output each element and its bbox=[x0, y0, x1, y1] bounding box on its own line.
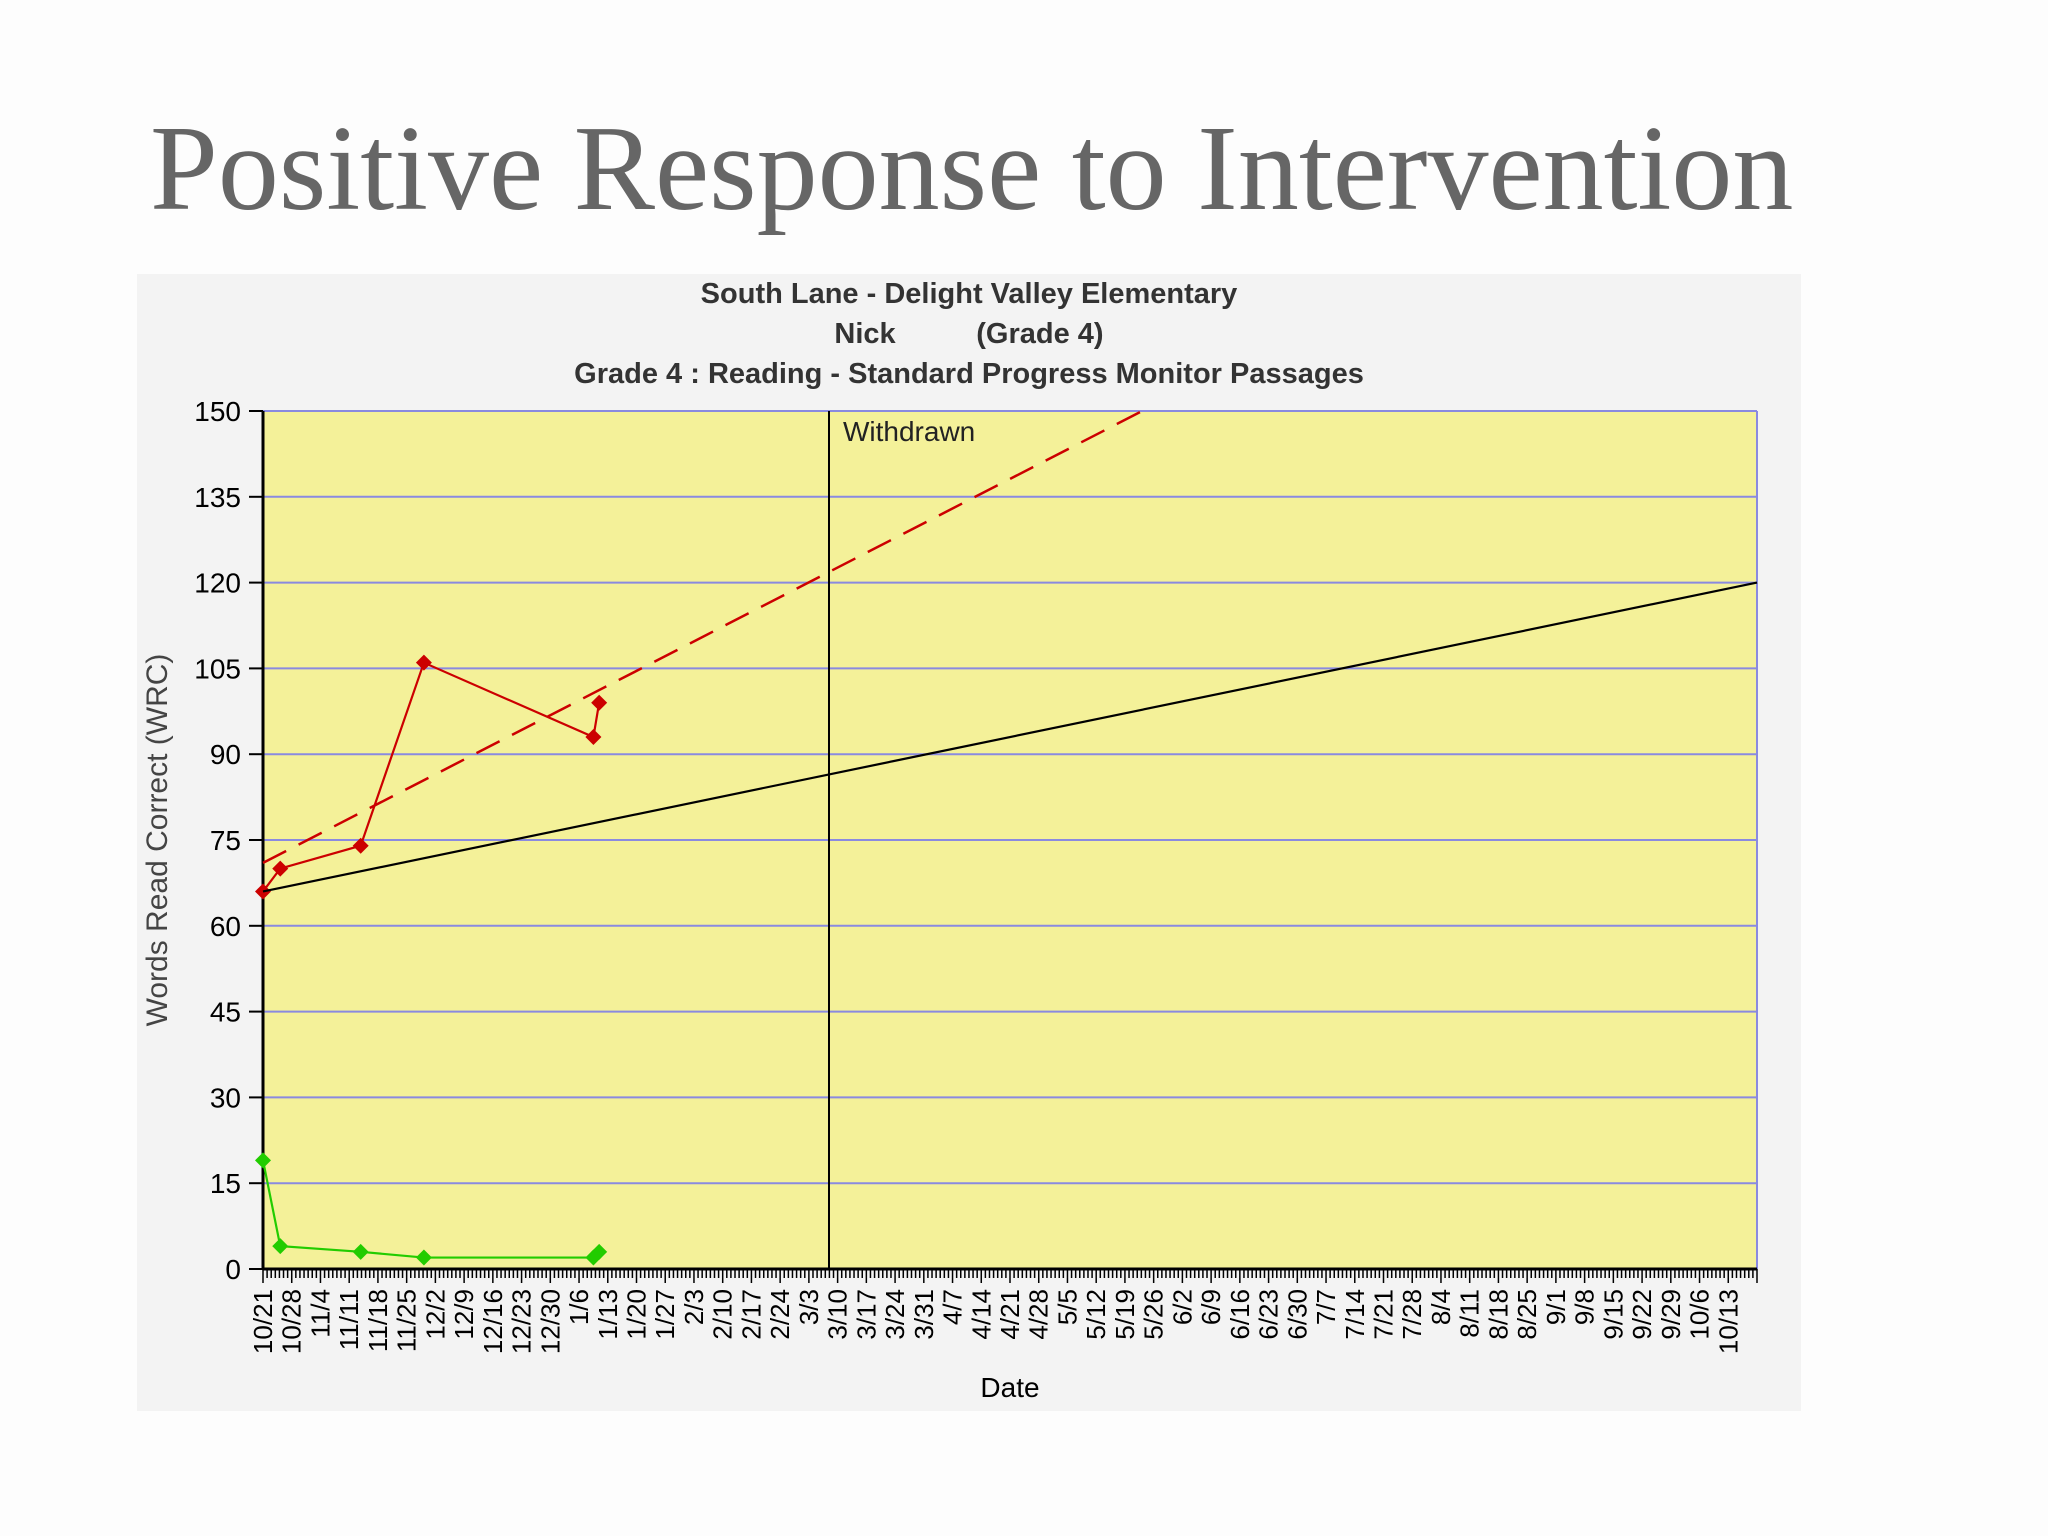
y-tick-label: 75 bbox=[210, 825, 241, 856]
slide-title: Positive Response to Intervention bbox=[150, 101, 1794, 236]
x-tick-label: 7/21 bbox=[1369, 1289, 1399, 1340]
x-tick-label: 3/17 bbox=[851, 1289, 881, 1340]
x-axis-title: Date bbox=[980, 1372, 1039, 1403]
x-tick-label: 5/19 bbox=[1110, 1289, 1140, 1340]
x-tick-label: 10/6 bbox=[1685, 1289, 1715, 1340]
x-tick-label: 7/14 bbox=[1340, 1289, 1370, 1340]
y-tick-label: 90 bbox=[210, 739, 241, 770]
chart-title-block: South Lane - Delight Valley Elementary N… bbox=[137, 274, 1801, 394]
x-tick-label: 2/3 bbox=[679, 1289, 709, 1325]
x-tick-label: 4/21 bbox=[995, 1289, 1025, 1340]
data-point-marker bbox=[352, 1243, 369, 1260]
x-tick-label: 2/10 bbox=[708, 1289, 738, 1340]
y-tick-label: 105 bbox=[194, 653, 241, 684]
y-tick-label: 150 bbox=[194, 396, 241, 427]
aimline-dashed bbox=[262, 409, 1143, 864]
x-tick-label: 4/28 bbox=[1024, 1289, 1054, 1340]
x-tick-label: 10/28 bbox=[277, 1289, 307, 1354]
x-tick-label: 4/7 bbox=[938, 1289, 968, 1325]
data-point-marker bbox=[415, 654, 432, 671]
x-tick-label: 12/2 bbox=[420, 1289, 450, 1340]
x-tick-label: 6/16 bbox=[1225, 1289, 1255, 1340]
x-tick-label: 3/10 bbox=[823, 1289, 853, 1340]
x-tick-label: 8/18 bbox=[1483, 1289, 1513, 1340]
x-tick-label: 6/2 bbox=[1167, 1289, 1197, 1325]
x-tick-label: 5/12 bbox=[1081, 1289, 1111, 1340]
x-tick-label: 2/17 bbox=[736, 1289, 766, 1340]
x-tick-label: 8/4 bbox=[1426, 1289, 1456, 1325]
withdrawn-marker-label: Withdrawn bbox=[843, 416, 975, 447]
x-tick-label: 6/23 bbox=[1254, 1289, 1284, 1340]
chart-title-school: South Lane - Delight Valley Elementary bbox=[700, 278, 1238, 310]
y-tick-label: 45 bbox=[210, 997, 241, 1028]
data-point-marker bbox=[591, 694, 608, 711]
chart-title-measure: Grade 4 : Reading - Standard Progress Mo… bbox=[574, 358, 1364, 390]
x-tick-label: 4/14 bbox=[966, 1289, 996, 1340]
x-tick-label: 9/1 bbox=[1541, 1289, 1571, 1325]
x-tick-label: 12/23 bbox=[507, 1289, 537, 1354]
y-tick-label: 60 bbox=[210, 911, 241, 942]
x-tick-label: 10/13 bbox=[1713, 1289, 1743, 1354]
x-tick-label: 9/15 bbox=[1598, 1289, 1628, 1340]
x-tick-label: 1/27 bbox=[650, 1289, 680, 1340]
progress-chart: 015304560759010512013515010/2110/2811/41… bbox=[141, 396, 1758, 1403]
x-tick-label: 12/30 bbox=[535, 1289, 565, 1354]
data-point-marker bbox=[591, 1243, 608, 1260]
x-tick-label: 10/21 bbox=[248, 1289, 278, 1354]
y-tick-label: 15 bbox=[210, 1168, 241, 1199]
x-tick-label: 12/9 bbox=[449, 1289, 479, 1340]
x-tick-label: 11/4 bbox=[305, 1289, 335, 1338]
goal-line bbox=[262, 581, 1758, 893]
x-tick-label: 3/24 bbox=[880, 1289, 910, 1340]
y-axis-title: Words Read Correct (WRC) bbox=[141, 654, 174, 1027]
data-point-marker bbox=[352, 837, 369, 854]
data-point-marker bbox=[255, 1152, 271, 1169]
x-tick-label: 2/24 bbox=[765, 1289, 795, 1340]
x-tick-label: 11/25 bbox=[392, 1289, 422, 1352]
x-tick-label: 12/16 bbox=[478, 1289, 508, 1354]
x-tick-label: 7/28 bbox=[1397, 1289, 1427, 1340]
x-tick-label: 1/6 bbox=[564, 1289, 594, 1325]
y-tick-label: 135 bbox=[194, 482, 241, 513]
x-tick-label: 3/31 bbox=[909, 1289, 939, 1340]
x-tick-label: 5/5 bbox=[1052, 1289, 1082, 1325]
y-tick-label: 120 bbox=[194, 568, 241, 599]
chart-title-student: Nick (Grade 4) bbox=[834, 318, 1104, 350]
x-tick-label: 11/18 bbox=[363, 1289, 393, 1352]
x-tick-label: 8/11 bbox=[1455, 1289, 1485, 1338]
data-point-marker bbox=[272, 860, 289, 877]
x-tick-label: 3/3 bbox=[794, 1289, 824, 1325]
data-point-marker bbox=[415, 1249, 432, 1266]
data-point-marker bbox=[585, 729, 602, 746]
x-tick-label: 9/29 bbox=[1656, 1289, 1686, 1340]
x-tick-label: 6/30 bbox=[1282, 1289, 1312, 1340]
x-tick-label: 9/22 bbox=[1627, 1289, 1657, 1340]
x-tick-label: 1/20 bbox=[622, 1289, 652, 1340]
x-tick-label: 6/9 bbox=[1196, 1289, 1226, 1325]
x-tick-label: 1/13 bbox=[593, 1289, 623, 1340]
y-tick-label: 0 bbox=[225, 1254, 241, 1285]
x-tick-label: 5/26 bbox=[1139, 1289, 1169, 1340]
x-tick-label: 11/11 bbox=[334, 1289, 364, 1350]
x-tick-label: 8/25 bbox=[1512, 1289, 1542, 1340]
data-point-marker bbox=[272, 1238, 289, 1255]
chart-panel: South Lane - Delight Valley Elementary N… bbox=[137, 274, 1801, 1411]
x-tick-label: 9/8 bbox=[1570, 1289, 1600, 1325]
y-tick-label: 30 bbox=[210, 1082, 241, 1113]
x-tick-label: 7/7 bbox=[1311, 1289, 1341, 1325]
